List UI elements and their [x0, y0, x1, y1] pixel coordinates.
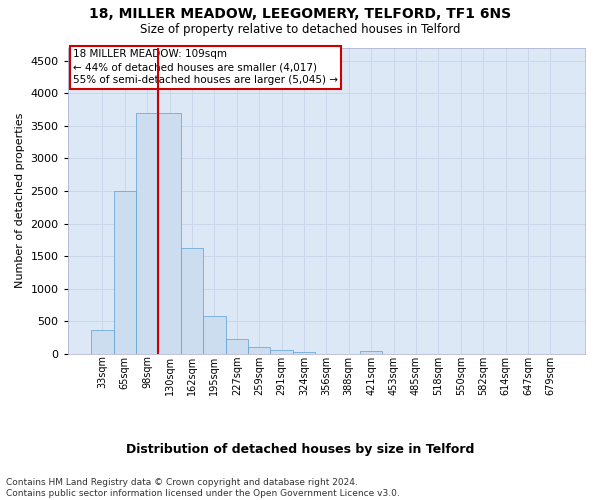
- Bar: [360, 350, 382, 354]
- Bar: [181, 248, 203, 354]
- Text: 18, MILLER MEADOW, LEEGOMERY, TELFORD, TF1 6NS: 18, MILLER MEADOW, LEEGOMERY, TELFORD, T…: [89, 8, 511, 22]
- Bar: [293, 352, 315, 354]
- Bar: [113, 191, 136, 354]
- Text: Contains HM Land Registry data © Crown copyright and database right 2024.
Contai: Contains HM Land Registry data © Crown c…: [6, 478, 400, 498]
- Bar: [226, 340, 248, 354]
- Bar: [203, 316, 226, 354]
- Bar: [91, 330, 113, 354]
- Bar: [271, 350, 293, 354]
- Bar: [136, 112, 158, 354]
- Bar: [158, 112, 181, 354]
- Text: Size of property relative to detached houses in Telford: Size of property relative to detached ho…: [140, 22, 460, 36]
- Y-axis label: Number of detached properties: Number of detached properties: [15, 113, 25, 288]
- Text: 18 MILLER MEADOW: 109sqm
← 44% of detached houses are smaller (4,017)
55% of sem: 18 MILLER MEADOW: 109sqm ← 44% of detach…: [73, 49, 338, 86]
- Text: Distribution of detached houses by size in Telford: Distribution of detached houses by size …: [126, 442, 474, 456]
- Bar: [248, 348, 271, 354]
